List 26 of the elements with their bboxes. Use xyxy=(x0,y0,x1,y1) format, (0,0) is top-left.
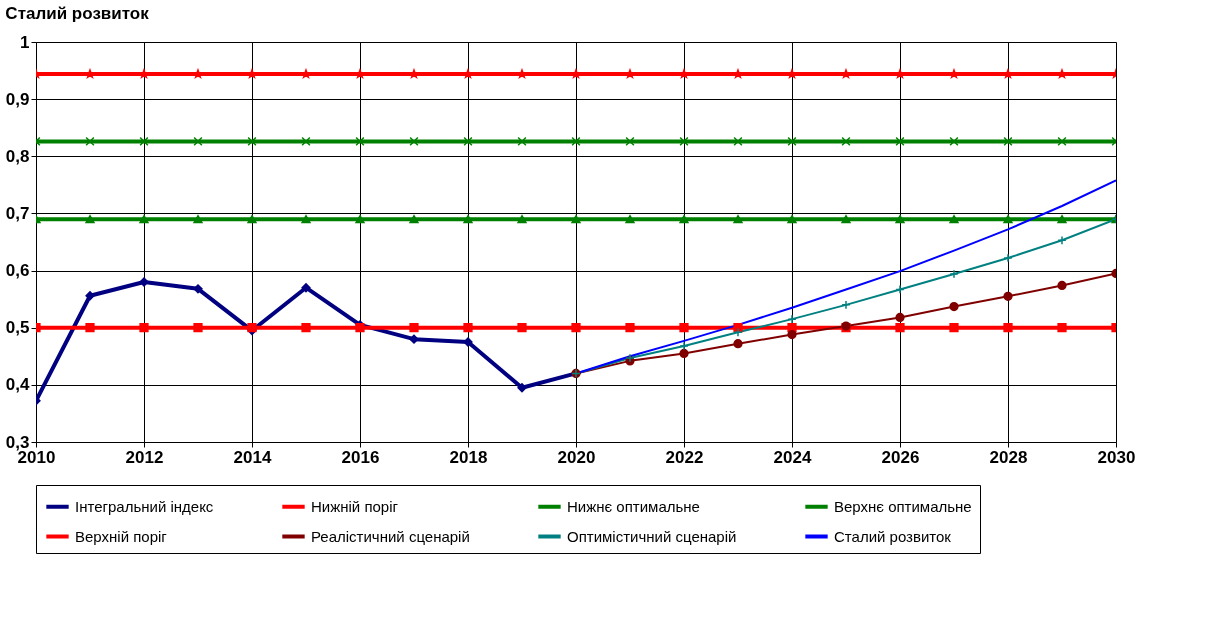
x-tick-label: 2024 xyxy=(773,447,812,467)
x-tick-label: 2012 xyxy=(125,447,164,467)
y-tick-label: 0,6 xyxy=(5,261,30,281)
x-tick-label: 2028 xyxy=(989,447,1028,467)
y-tick-label: 0,8 xyxy=(5,146,30,166)
chart-title: Сталий розвиток xyxy=(5,4,150,23)
y-tick-label: 0,9 xyxy=(5,89,30,109)
y-tick-label: 0,4 xyxy=(5,375,31,395)
legend-label: Нижнє оптимальне xyxy=(567,497,700,515)
x-tick-label: 2020 xyxy=(557,447,596,467)
y-tick-label: 1 xyxy=(20,32,30,52)
x-tick-label: 2018 xyxy=(449,447,488,467)
legend-label: Верхній поріг xyxy=(75,527,168,545)
y-tick-label: 0,5 xyxy=(5,318,30,338)
legend-label: Сталий розвиток xyxy=(834,527,952,545)
x-tick-label: 2030 xyxy=(1097,447,1136,467)
legend-label: Оптимістичний сценарій xyxy=(567,527,737,545)
x-tick-label: 2022 xyxy=(665,447,704,467)
legend-label: Верхнє оптимальне xyxy=(834,497,972,515)
legend-label: Нижній поріг xyxy=(311,497,399,515)
legend-label: Реалістичний сценарій xyxy=(311,527,470,545)
x-tick-label: 2026 xyxy=(881,447,920,467)
x-tick-label: 2014 xyxy=(233,447,272,467)
x-tick-label: 2016 xyxy=(341,447,380,467)
y-tick-label: 0,7 xyxy=(5,203,30,223)
legend-label: Інтегральний індекс xyxy=(75,497,214,515)
